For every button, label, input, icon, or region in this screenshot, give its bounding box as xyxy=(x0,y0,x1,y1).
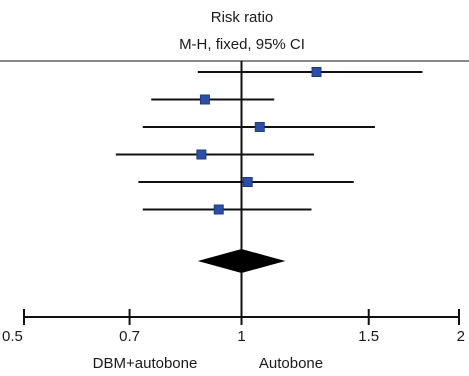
study-point-marker xyxy=(196,149,207,160)
x-tick-label: 0.5 xyxy=(2,328,23,345)
study-point-marker xyxy=(242,177,253,187)
favours-left-label: DBM+autobone xyxy=(93,355,198,372)
study-point-marker xyxy=(213,204,224,215)
study-point-marker xyxy=(199,94,210,105)
x-tick-label: 1.5 xyxy=(358,328,379,345)
pooled-estimate-diamond xyxy=(197,249,286,273)
study-point-marker xyxy=(311,67,322,77)
chart-subtitle: M-H, fixed, 95% CI xyxy=(179,36,305,53)
x-tick-label: 1 xyxy=(237,328,245,345)
study-point-marker xyxy=(254,122,265,132)
x-tick-label: 2 xyxy=(457,328,465,345)
x-tick-label: 0.7 xyxy=(119,328,140,345)
x-axis-ticks: 0.5 0.7 1 1.5 2 xyxy=(2,309,465,345)
favours-right-label: Autobone xyxy=(259,355,323,372)
study-rows xyxy=(115,67,423,215)
chart-title: Risk ratio xyxy=(211,9,274,26)
